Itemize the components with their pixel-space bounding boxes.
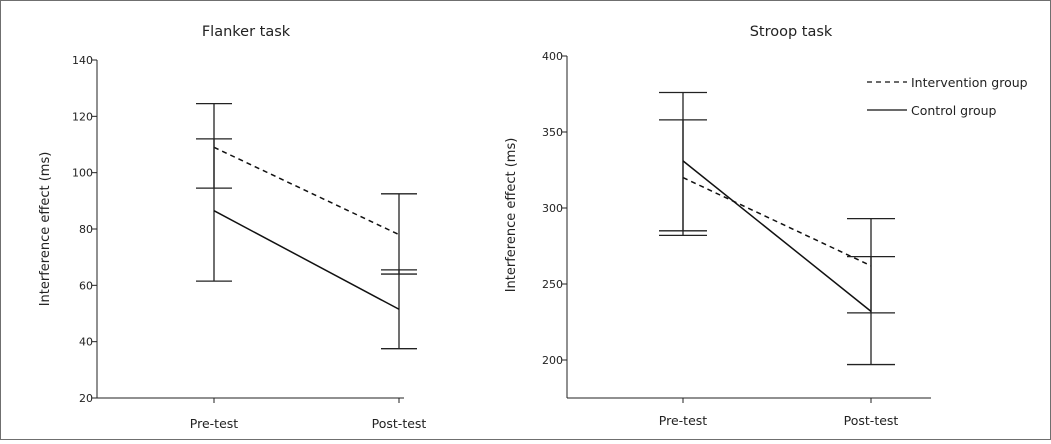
legend-label-intervention: Intervention group bbox=[911, 75, 1028, 90]
chart-title: Stroop task bbox=[750, 24, 833, 40]
series-line-intervention bbox=[213, 146, 400, 236]
legend-label-control: Control group bbox=[911, 103, 997, 118]
series-line-intervention bbox=[682, 176, 872, 267]
series-line-control bbox=[213, 210, 400, 310]
flanker-chart: Flanker task Interference effect (ms) 20… bbox=[38, 24, 426, 431]
y-axis-label: Interference effect (ms) bbox=[504, 138, 519, 293]
y-tick-label: 140 bbox=[72, 54, 93, 67]
x-tick-label: Post-test bbox=[372, 416, 427, 431]
y-tick-label: 300 bbox=[542, 202, 563, 215]
y-tick-label: 350 bbox=[542, 126, 563, 139]
y-axis-label: Interference effect (ms) bbox=[38, 152, 53, 307]
y-tick-label: 200 bbox=[542, 354, 563, 367]
x-tick-label: Post-test bbox=[844, 413, 899, 428]
y-tick-label: 250 bbox=[542, 278, 563, 291]
x-tick-label: Pre-test bbox=[190, 416, 238, 431]
x-tick-label: Pre-test bbox=[659, 413, 707, 428]
y-tick-label: 20 bbox=[79, 392, 93, 405]
y-tick-label: 80 bbox=[79, 223, 93, 236]
y-tick-label: 40 bbox=[79, 336, 93, 349]
y-tick-label: 400 bbox=[542, 50, 563, 63]
series-line-control bbox=[682, 160, 872, 312]
legend: Intervention group Control group bbox=[867, 75, 1028, 118]
y-tick-label: 60 bbox=[79, 279, 93, 292]
y-tick-label: 100 bbox=[72, 167, 93, 180]
y-tick-label: 120 bbox=[72, 110, 93, 123]
chart-title: Flanker task bbox=[202, 24, 291, 40]
stroop-chart: Stroop task Interference effect (ms) Int… bbox=[504, 24, 1028, 428]
